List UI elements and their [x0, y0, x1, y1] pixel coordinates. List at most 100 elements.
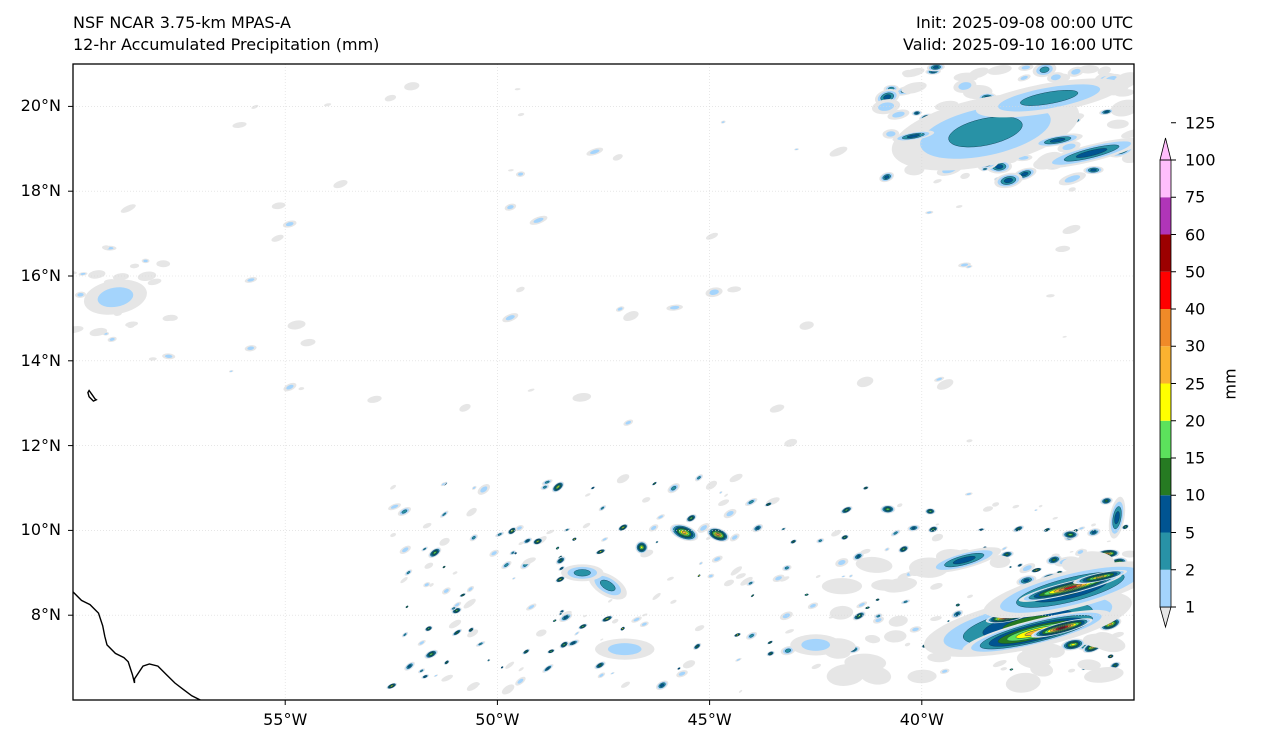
rain-cell — [522, 537, 533, 544]
rain-cell — [779, 611, 793, 621]
rain-cell — [1121, 550, 1134, 558]
rain-cell — [987, 65, 1012, 75]
rain-cell — [815, 574, 821, 578]
rain-cell — [467, 627, 475, 633]
rain-cell — [835, 558, 849, 567]
rain-cell — [541, 479, 553, 486]
map-frame — [72, 63, 1135, 701]
valid-time: Valid: 2025-09-10 16:00 UTC — [902, 35, 1133, 54]
rain-cell — [386, 682, 397, 690]
rain-cell — [451, 607, 462, 614]
colorbar-bin — [1160, 309, 1171, 347]
rain-cell — [89, 327, 108, 337]
colorbar-tick-label: 1 — [1185, 597, 1196, 617]
rain-cell — [735, 657, 742, 662]
colorbar-tick-label: 30 — [1185, 336, 1206, 356]
rain-cell — [676, 667, 682, 670]
rain-cell — [424, 562, 434, 569]
rain-cell — [794, 148, 799, 151]
rain-cell — [527, 388, 535, 392]
rain-cell — [518, 541, 524, 546]
rain-cell — [719, 491, 723, 494]
rain-cell — [156, 260, 171, 268]
rain-cell — [287, 320, 306, 330]
rain-cell — [1012, 504, 1020, 509]
rain-cell — [1046, 294, 1055, 298]
rain-cell — [729, 533, 740, 542]
rain-cell — [433, 674, 438, 677]
rain-cell — [1068, 187, 1076, 192]
colorbar-bin — [1160, 532, 1171, 570]
rain-cell — [666, 576, 674, 581]
colorbar-tick-label: 20 — [1185, 411, 1206, 431]
rain-cell — [667, 483, 680, 494]
colorbar — [1159, 122, 1176, 629]
rain-cell — [977, 528, 986, 532]
axis-ticks — [68, 105, 923, 705]
rain-cell — [994, 172, 1023, 189]
colorbar-bin — [1160, 569, 1171, 607]
rain-cell — [882, 129, 900, 139]
rain-cell — [563, 528, 571, 532]
rain-cell — [1030, 567, 1043, 573]
rain-cell — [1061, 530, 1079, 539]
rain-cell — [930, 582, 943, 590]
rain-cell — [865, 634, 881, 644]
rain-cell — [540, 484, 550, 491]
rain-cell — [595, 638, 655, 660]
rain-cell — [960, 172, 970, 180]
rain-cell — [459, 403, 471, 412]
rain-cell — [901, 599, 911, 605]
rain-cell — [1091, 523, 1096, 527]
colorbar-tick-label: 60 — [1185, 225, 1206, 244]
rain-cell — [1108, 496, 1126, 539]
rain-cell — [980, 166, 990, 172]
rain-cell — [1012, 525, 1025, 533]
rain-cell — [518, 667, 524, 672]
rain-cell — [585, 493, 591, 497]
rain-cell — [282, 220, 297, 228]
rain-cell — [860, 666, 892, 685]
colorbar-bin — [1160, 458, 1171, 496]
rain-cell — [443, 659, 450, 665]
rain-cell — [608, 599, 613, 603]
rain-cell — [137, 271, 157, 281]
rain-cell — [512, 577, 516, 580]
rain-cell — [1052, 516, 1058, 520]
rain-cell — [532, 537, 543, 545]
rain-cell — [166, 314, 178, 321]
rain-cell — [452, 628, 463, 637]
rain-cell — [1046, 555, 1062, 565]
rain-cell — [698, 561, 703, 565]
rain-cell — [271, 202, 286, 210]
rain-cell — [935, 523, 940, 526]
rain-cell — [931, 533, 944, 542]
rain-cell — [907, 524, 920, 532]
rain-cell — [542, 664, 554, 673]
rain-cell — [612, 154, 623, 161]
rain-cell — [648, 524, 659, 532]
rain-cell — [992, 502, 1000, 507]
rain-cell — [685, 514, 697, 523]
rain-cell — [244, 277, 258, 283]
rain-cell — [890, 529, 901, 537]
rain-cell — [1030, 662, 1054, 677]
rain-cell — [421, 546, 428, 552]
rain-cell — [880, 504, 896, 514]
colorbar-tick-label: 75 — [1185, 187, 1206, 207]
rain-cell — [693, 642, 702, 650]
rain-cell — [582, 522, 591, 529]
rain-cell — [271, 234, 284, 242]
rain-cell — [162, 353, 176, 360]
rain-cell — [955, 603, 961, 607]
rain-cell — [738, 689, 743, 693]
rain-cell — [724, 493, 728, 497]
rain-cell — [588, 571, 627, 600]
rain-cell — [840, 506, 853, 514]
rain-cell — [300, 338, 316, 347]
colorbar-tick-label: 15 — [1185, 448, 1206, 468]
rain-cell — [946, 619, 951, 623]
rain-cell — [927, 547, 1002, 573]
rain-cell — [707, 573, 715, 579]
rain-cell — [555, 576, 566, 583]
